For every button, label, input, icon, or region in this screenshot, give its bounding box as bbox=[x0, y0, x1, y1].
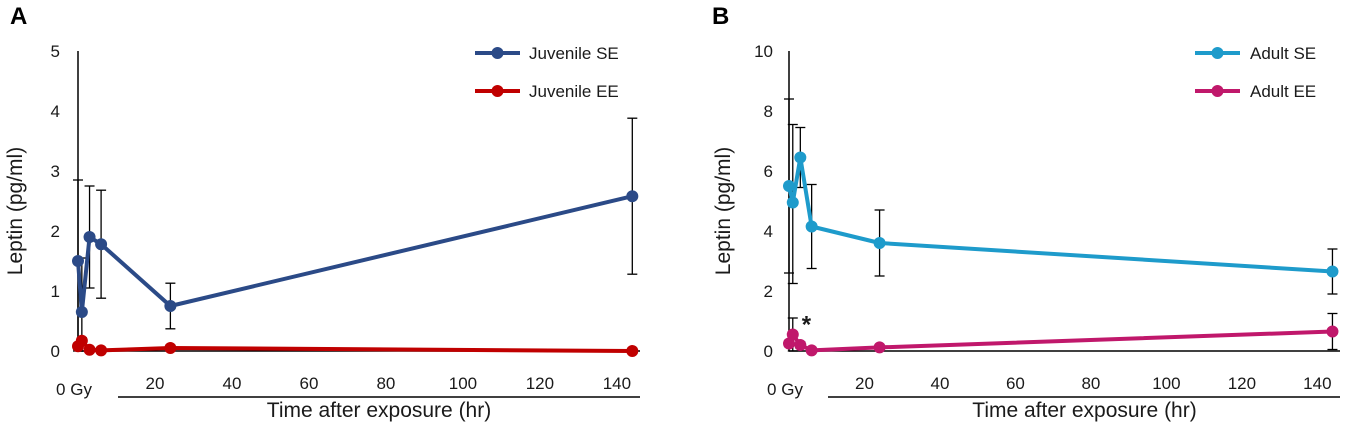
data-point bbox=[95, 344, 108, 357]
x-tick-label: 80 bbox=[1081, 374, 1100, 393]
x-tick-label: 40 bbox=[223, 374, 242, 393]
series-line bbox=[76, 338, 633, 353]
series-line bbox=[76, 194, 633, 314]
data-point bbox=[794, 151, 807, 164]
y-tick-label: 10 bbox=[754, 42, 773, 61]
x-tick-label: 40 bbox=[930, 374, 949, 393]
y-axis-label: Leptin (pg/ml) bbox=[712, 147, 735, 275]
x-tick-label: 120 bbox=[526, 374, 554, 393]
x-axis-label: Time after exposure (hr) bbox=[972, 399, 1196, 422]
data-point bbox=[95, 238, 108, 251]
x-zero-label: 0 Gy bbox=[767, 380, 803, 399]
series-juvenile-se bbox=[72, 117, 639, 352]
x-tick-label: 20 bbox=[855, 374, 874, 393]
panel-a: A 0 1 2 3 4 5 20 40 60 80 100 120 140 0 Gy Time after e… bbox=[4, 3, 640, 422]
series-adult-se bbox=[783, 98, 1339, 295]
data-point bbox=[786, 196, 799, 209]
x-tick-label: 80 bbox=[376, 374, 395, 393]
series-adult-ee bbox=[783, 312, 1339, 357]
legend-swatch-marker bbox=[491, 85, 504, 97]
legend-entry: Juvenile SE bbox=[529, 44, 619, 63]
data-point bbox=[805, 220, 818, 233]
data-point bbox=[805, 344, 818, 357]
series-line bbox=[787, 155, 1333, 274]
panel-letter: B bbox=[712, 3, 729, 30]
data-point bbox=[786, 328, 799, 341]
y-tick-label: 0 bbox=[764, 342, 773, 361]
data-point bbox=[164, 300, 177, 312]
y-tick-label: 8 bbox=[764, 102, 773, 121]
y-tick-label: 3 bbox=[51, 162, 60, 181]
panel-b: B 0 2 4 6 8 10 20 40 60 80 100 120 140 0 Gy Time after … bbox=[712, 3, 1340, 422]
legend-entry: Adult EE bbox=[1250, 82, 1316, 101]
y-tick-label: 2 bbox=[51, 222, 60, 241]
legend-entry: Juvenile EE bbox=[529, 82, 619, 101]
legend-swatch-marker bbox=[491, 47, 504, 59]
data-point bbox=[164, 342, 177, 354]
data-point bbox=[794, 339, 807, 351]
data-point bbox=[83, 231, 96, 243]
data-point bbox=[1326, 325, 1339, 338]
significance-star: * bbox=[802, 312, 812, 339]
y-tick-label: 1 bbox=[51, 282, 60, 301]
data-point bbox=[75, 334, 88, 347]
legend-entry: Adult SE bbox=[1250, 44, 1316, 63]
x-tick-label: 60 bbox=[299, 374, 318, 393]
x-tick-label: 140 bbox=[603, 374, 631, 393]
x-tick-label: 140 bbox=[1303, 374, 1331, 393]
x-zero-label: 0 Gy bbox=[56, 380, 92, 399]
x-tick-label: 100 bbox=[449, 374, 477, 393]
data-point bbox=[873, 237, 886, 249]
y-tick-label: 2 bbox=[764, 282, 773, 301]
data-point bbox=[783, 180, 795, 192]
y-tick-label: 4 bbox=[51, 102, 60, 121]
data-point bbox=[626, 190, 639, 203]
y-tick-label: 4 bbox=[764, 222, 773, 241]
data-point bbox=[75, 306, 88, 318]
data-point bbox=[873, 341, 886, 354]
x-tick-label: 20 bbox=[146, 374, 165, 393]
data-point bbox=[626, 345, 639, 357]
y-tick-label: 5 bbox=[51, 42, 60, 61]
y-tick-label: 0 bbox=[51, 342, 60, 361]
x-tick-label: 60 bbox=[1006, 374, 1025, 393]
x-tick-label: 100 bbox=[1152, 374, 1180, 393]
x-axis-label: Time after exposure (hr) bbox=[267, 399, 491, 422]
legend-swatch-marker bbox=[1211, 85, 1224, 97]
series-juvenile-ee bbox=[72, 334, 639, 357]
data-point bbox=[1326, 265, 1339, 278]
legend-swatch-marker bbox=[1211, 47, 1224, 59]
panel-letter: A bbox=[10, 3, 27, 30]
data-point bbox=[72, 255, 84, 267]
x-tick-label: 120 bbox=[1228, 374, 1256, 393]
y-tick-label: 6 bbox=[764, 162, 773, 181]
series-line bbox=[787, 329, 1333, 353]
data-point bbox=[83, 343, 96, 356]
y-axis-label: Leptin (pg/ml) bbox=[4, 147, 27, 275]
data-point bbox=[783, 337, 795, 350]
